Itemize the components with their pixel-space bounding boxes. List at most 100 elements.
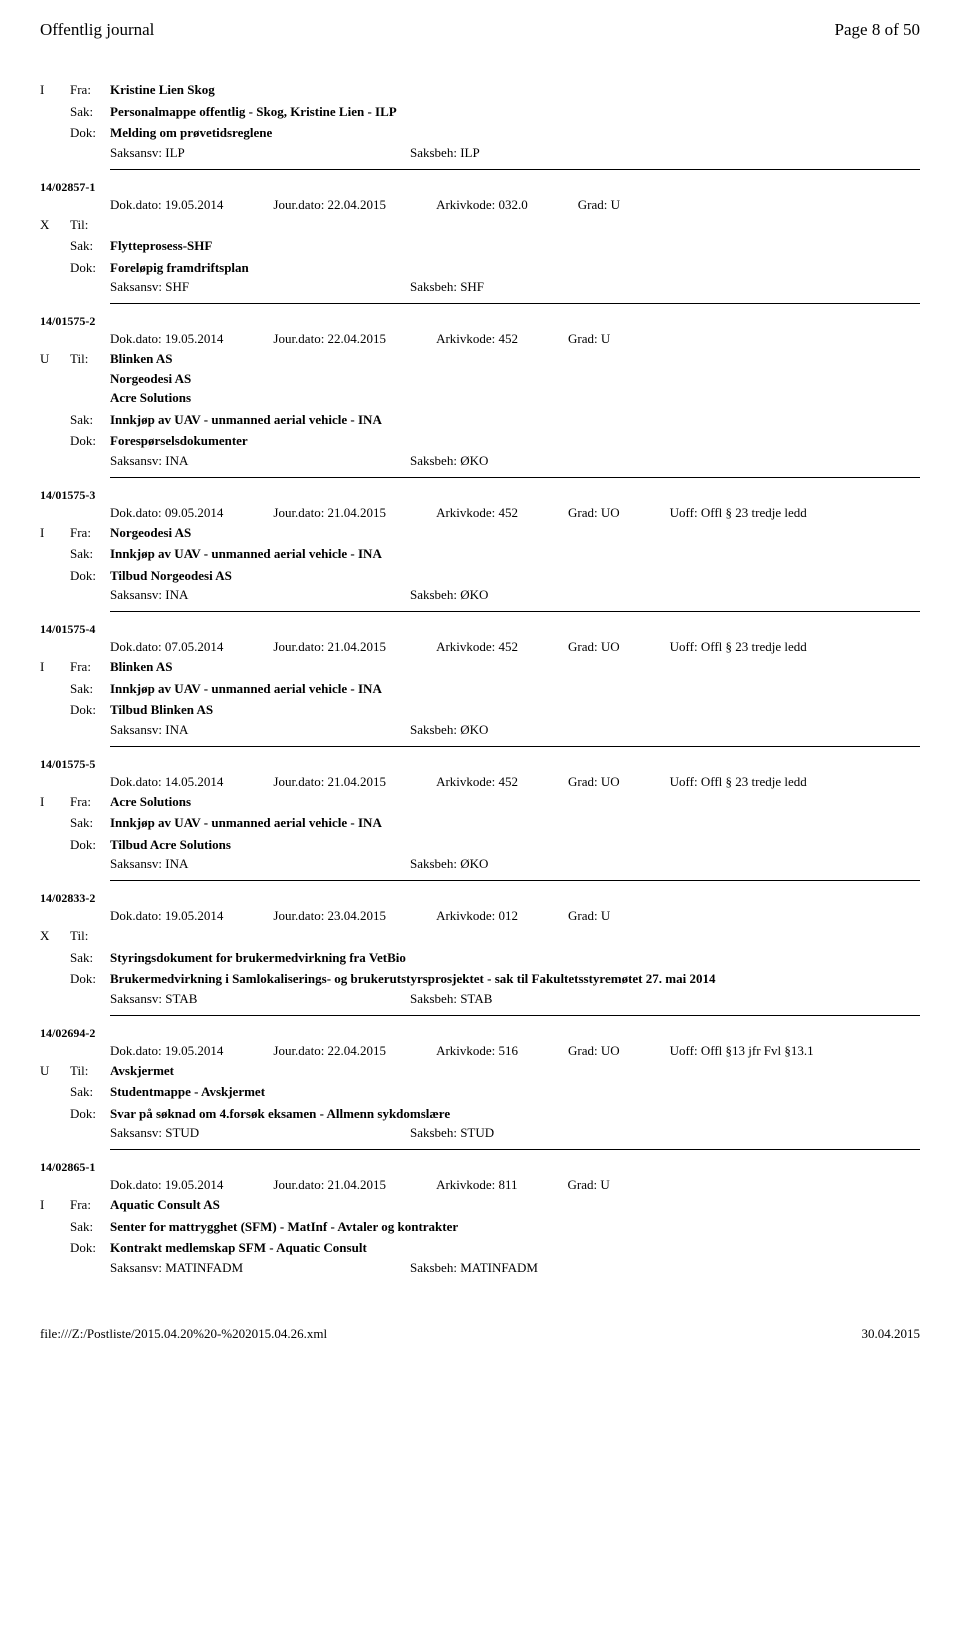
sak-value: Innkjøp av UAV - unmanned aerial vehicle… bbox=[110, 679, 920, 699]
entry-type: I bbox=[40, 80, 70, 100]
grad: Grad: U bbox=[568, 1177, 610, 1193]
arkivkode: Arkivkode: 452 bbox=[436, 505, 518, 521]
case-number: 14/02694-2 bbox=[40, 1026, 920, 1041]
uoff: Uoff: Offl § 23 tredje ledd bbox=[670, 639, 807, 655]
dok-value: Brukermedvirkning i Samlokaliserings- og… bbox=[110, 969, 920, 989]
dokdato: Dok.dato: 14.05.2014 bbox=[110, 774, 223, 790]
jourdato: Jour.dato: 21.04.2015 bbox=[273, 1177, 386, 1193]
saksbeh: Saksbeh: ØKO bbox=[410, 856, 488, 872]
case-number: 14/01575-4 bbox=[40, 622, 920, 637]
case-number: 14/01575-3 bbox=[40, 488, 920, 503]
saksbeh: Saksbeh: ØKO bbox=[410, 587, 488, 603]
journal-entry: Dok.dato: 14.05.2014 Jour.dato: 21.04.20… bbox=[40, 774, 920, 882]
page-header: Offentlig journal Page 8 of 50 bbox=[40, 20, 920, 40]
journal-entry: I Fra: Kristine Lien Skog Sak: Personalm… bbox=[40, 80, 920, 170]
sak-value: Innkjøp av UAV - unmanned aerial vehicle… bbox=[110, 813, 920, 833]
til-value: Avskjermet bbox=[110, 1061, 920, 1081]
case-number: 14/02865-1 bbox=[40, 1160, 920, 1175]
sak-label: Sak: bbox=[70, 102, 110, 122]
saksbeh: Saksbeh: SHF bbox=[410, 279, 484, 295]
footer-path: file:///Z:/Postliste/2015.04.20%20-%2020… bbox=[40, 1326, 327, 1342]
saksansv: Saksansv: INA bbox=[110, 587, 410, 603]
case-number: 14/01575-5 bbox=[40, 757, 920, 772]
entry-type: X bbox=[40, 926, 70, 946]
entry-type: U bbox=[40, 349, 70, 408]
saksbeh: Saksbeh: MATINFADM bbox=[410, 1260, 538, 1276]
header-title: Offentlig journal bbox=[40, 20, 154, 40]
divider bbox=[110, 303, 920, 304]
journal-entry: Dok.dato: 19.05.2014 Jour.dato: 22.04.20… bbox=[40, 331, 920, 478]
dokdato: Dok.dato: 19.05.2014 bbox=[110, 908, 223, 924]
arkivkode: Arkivkode: 452 bbox=[436, 639, 518, 655]
dok-label: Dok: bbox=[70, 431, 110, 451]
entry-type: I bbox=[40, 523, 70, 543]
dok-value: Tilbud Norgeodesi AS bbox=[110, 566, 920, 586]
til-label: Til: bbox=[70, 1061, 110, 1081]
dok-value: Tilbud Blinken AS bbox=[110, 700, 920, 720]
header-page: Page 8 of 50 bbox=[835, 20, 920, 40]
uoff: Uoff: Offl § 23 tredje ledd bbox=[670, 774, 807, 790]
saksbeh: Saksbeh: ØKO bbox=[410, 722, 488, 738]
dok-label: Dok: bbox=[70, 969, 110, 989]
sak-label: Sak: bbox=[70, 410, 110, 430]
case-number: 14/02857-1 bbox=[40, 180, 920, 195]
divider bbox=[110, 611, 920, 612]
arkivkode: Arkivkode: 012 bbox=[436, 908, 518, 924]
entry-type: I bbox=[40, 1195, 70, 1215]
fra-value: Kristine Lien Skog bbox=[110, 80, 920, 100]
dok-value: Foreløpig framdriftsplan bbox=[110, 258, 920, 278]
entry-type: I bbox=[40, 792, 70, 812]
jourdato: Jour.dato: 23.04.2015 bbox=[273, 908, 386, 924]
saksansv: Saksansv: INA bbox=[110, 722, 410, 738]
saksansv: Saksansv: ILP bbox=[110, 145, 410, 161]
sak-label: Sak: bbox=[70, 679, 110, 699]
fra-label: Fra: bbox=[70, 523, 110, 543]
fra-value: Norgeodesi AS bbox=[110, 523, 920, 543]
dokdato: Dok.dato: 19.05.2014 bbox=[110, 331, 223, 347]
fra-value: Aquatic Consult AS bbox=[110, 1195, 920, 1215]
saksansv: Saksansv: MATINFADM bbox=[110, 1260, 410, 1276]
dok-label: Dok: bbox=[70, 123, 110, 143]
sak-label: Sak: bbox=[70, 948, 110, 968]
journal-entry: Dok.dato: 09.05.2014 Jour.dato: 21.04.20… bbox=[40, 505, 920, 613]
dok-value: Kontrakt medlemskap SFM - Aquatic Consul… bbox=[110, 1238, 920, 1258]
journal-entry: Dok.dato: 19.05.2014 Jour.dato: 21.04.20… bbox=[40, 1177, 920, 1276]
dok-label: Dok: bbox=[70, 258, 110, 278]
dokdato: Dok.dato: 09.05.2014 bbox=[110, 505, 223, 521]
dok-label: Dok: bbox=[70, 1104, 110, 1124]
grad: Grad: UO bbox=[568, 1043, 620, 1059]
arkivkode: Arkivkode: 452 bbox=[436, 774, 518, 790]
journal-entry: Dok.dato: 19.05.2014 Jour.dato: 22.04.20… bbox=[40, 197, 920, 305]
journal-entry: Dok.dato: 19.05.2014 Jour.dato: 22.04.20… bbox=[40, 1043, 920, 1151]
journal-entry: Dok.dato: 07.05.2014 Jour.dato: 21.04.20… bbox=[40, 639, 920, 747]
sak-value: Innkjøp av UAV - unmanned aerial vehicle… bbox=[110, 410, 920, 430]
entry-type: U bbox=[40, 1061, 70, 1081]
fra-value: Blinken AS bbox=[110, 657, 920, 677]
saksbeh: Saksbeh: STUD bbox=[410, 1125, 494, 1141]
til-label: Til: bbox=[70, 349, 110, 408]
arkivkode: Arkivkode: 811 bbox=[436, 1177, 517, 1193]
til-value bbox=[110, 926, 920, 946]
sak-label: Sak: bbox=[70, 813, 110, 833]
uoff: Uoff: Offl § 23 tredje ledd bbox=[670, 505, 807, 521]
grad: Grad: U bbox=[568, 331, 610, 347]
journal-entry: Dok.dato: 19.05.2014 Jour.dato: 23.04.20… bbox=[40, 908, 920, 1016]
til-value bbox=[110, 215, 920, 235]
grad: Grad: U bbox=[578, 197, 620, 213]
arkivkode: Arkivkode: 032.0 bbox=[436, 197, 528, 213]
sak-value: Studentmappe - Avskjermet bbox=[110, 1082, 920, 1102]
sak-label: Sak: bbox=[70, 1082, 110, 1102]
dok-value: Forespørselsdokumenter bbox=[110, 431, 920, 451]
footer-date: 30.04.2015 bbox=[862, 1326, 921, 1342]
sak-value: Innkjøp av UAV - unmanned aerial vehicle… bbox=[110, 544, 920, 564]
divider bbox=[110, 477, 920, 478]
divider bbox=[110, 1015, 920, 1016]
divider bbox=[110, 746, 920, 747]
saksansv: Saksansv: STAB bbox=[110, 991, 410, 1007]
dok-label: Dok: bbox=[70, 835, 110, 855]
case-number: 14/01575-2 bbox=[40, 314, 920, 329]
saksansv: Saksansv: INA bbox=[110, 856, 410, 872]
divider bbox=[110, 169, 920, 170]
jourdato: Jour.dato: 21.04.2015 bbox=[273, 774, 386, 790]
dok-label: Dok: bbox=[70, 700, 110, 720]
